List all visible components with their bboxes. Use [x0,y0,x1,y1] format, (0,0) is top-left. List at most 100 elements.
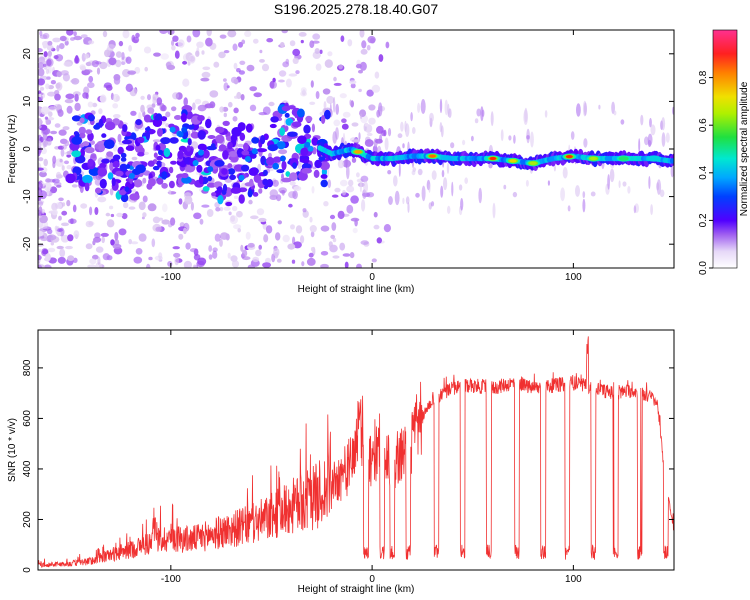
heatmap-cell [168,166,174,174]
heatmap-noise-cell [174,50,180,59]
heatmap-noise-cell [130,241,139,245]
heatmap-noise-cell [219,106,225,113]
heatmap-cell [260,135,266,145]
heatmap-noise-cell [63,61,72,67]
heatmap-noise-cell [127,70,137,75]
heatmap-cell [104,121,116,131]
heatmap-noise-cell [53,181,62,187]
heatmap-noise-cell [341,118,347,123]
heatmap-cell [125,145,135,151]
heatmap-noise-cell [38,106,42,115]
heatmap-noise-cell [340,179,348,187]
heatmap-cell [132,168,141,175]
heatmap-cell [145,127,151,132]
heatmap-noise-cell [50,80,57,85]
heatmap-noise-cell [54,225,58,231]
heatmap-noise-cell [47,247,56,253]
heatmap-noise-cell [66,150,73,155]
heatmap-cell [287,131,298,137]
heatmap-noise-cell [202,66,211,71]
heatmap-cell [158,149,163,156]
heatmap-noise-cell [223,78,227,82]
heatmap-noise-cell [142,212,147,218]
heatmap-noise-cell [337,159,344,169]
heatmap-noise-cell [108,57,117,66]
heatmap-noise-cell [152,93,159,101]
heatmap-noise-cell [156,97,163,106]
heatmap-noise-cell [670,165,674,178]
heatmap-noise-cell [269,189,278,198]
heatmap-cell [227,141,233,150]
heatmap-noise-cell [143,46,152,54]
heatmap-noise-cell [611,101,615,115]
heatmap-cell [112,160,120,169]
heatmap-noise-cell [82,92,88,99]
heatmap-noise-cell [58,215,62,221]
heatmap-noise-cell [161,219,170,225]
heatmap-noise-cell [302,208,307,213]
heatmap-noise-cell [192,102,196,111]
heatmap-noise-cell [319,49,323,54]
heatmap-noise-cell [171,45,176,51]
heatmap-noise-cell [50,241,54,246]
heatmap-noise-cell [332,131,338,144]
heatmap-noise-cell [165,123,170,128]
heatmap-noise-cell [128,45,133,52]
heatmap-noise-cell [38,56,46,64]
heatmap-noise-cell [253,38,259,44]
heatmap-noise-cell [155,226,163,232]
heatmap-cell [207,135,216,139]
heatmap-noise-cell [125,56,132,64]
heatmap-noise-cell [107,44,116,49]
heatmap-noise-cell [38,196,42,202]
heatmap-noise-cell [417,168,423,176]
heatmap-noise-cell [49,186,58,194]
heatmap-noise-cell [192,30,201,38]
heatmap-cell [98,144,105,152]
heatmap-cell [186,145,191,152]
heatmap-noise-cell [328,241,333,248]
heatmap-noise-cell [649,117,652,128]
heatmap-noise-cell [50,130,58,135]
heatmap-noise-cell [287,243,296,250]
heatmap-noise-cell [349,99,352,106]
heatmap-noise-cell [319,111,325,116]
heatmap-cell [156,177,164,185]
heatmap-noise-cell [340,35,345,42]
colorbar-label: Normalized spectral amplitude [739,81,750,216]
heatmap-noise-cell [575,185,580,197]
ridge-peak [509,159,517,163]
heatmap-noise-cell [62,126,70,131]
heatmap-noise-cell [230,215,236,222]
heatmap-noise-cell [201,204,210,208]
heatmap-noise-cell [147,94,151,101]
heatmap-noise-cell [383,224,391,233]
heatmap-noise-cell [237,143,244,148]
heatmap-noise-cell [320,251,329,256]
ridge-peak [565,155,573,159]
heatmap-noise-cell [273,247,280,257]
heatmap-noise-cell [38,201,44,206]
ridge-peak [529,161,537,165]
heatmap-cell [187,138,192,146]
heatmap-noise-cell [247,242,255,248]
heatmap-cell [300,147,309,157]
heatmap-cell [299,158,310,163]
heatmap-noise-cell [471,135,474,142]
heatmap-cell [74,155,86,164]
heatmap-cell [272,156,282,163]
heatmap-noise-cell [364,139,374,147]
heatmap-noise-cell [289,40,296,47]
heatmap-noise-cell [618,180,621,188]
heatmap-cell [106,151,114,157]
heatmap-noise-cell [598,104,601,110]
heatmap-noise-cell [106,84,113,91]
heatmap-noise-cell [350,217,360,222]
heatmap-cell [251,148,258,155]
heatmap-noise-cell [66,105,73,114]
heatmap-noise-cell [352,227,358,234]
heatmap-noise-cell [85,220,94,228]
ridge-peak [590,156,597,161]
heatmap-cell [281,105,291,112]
